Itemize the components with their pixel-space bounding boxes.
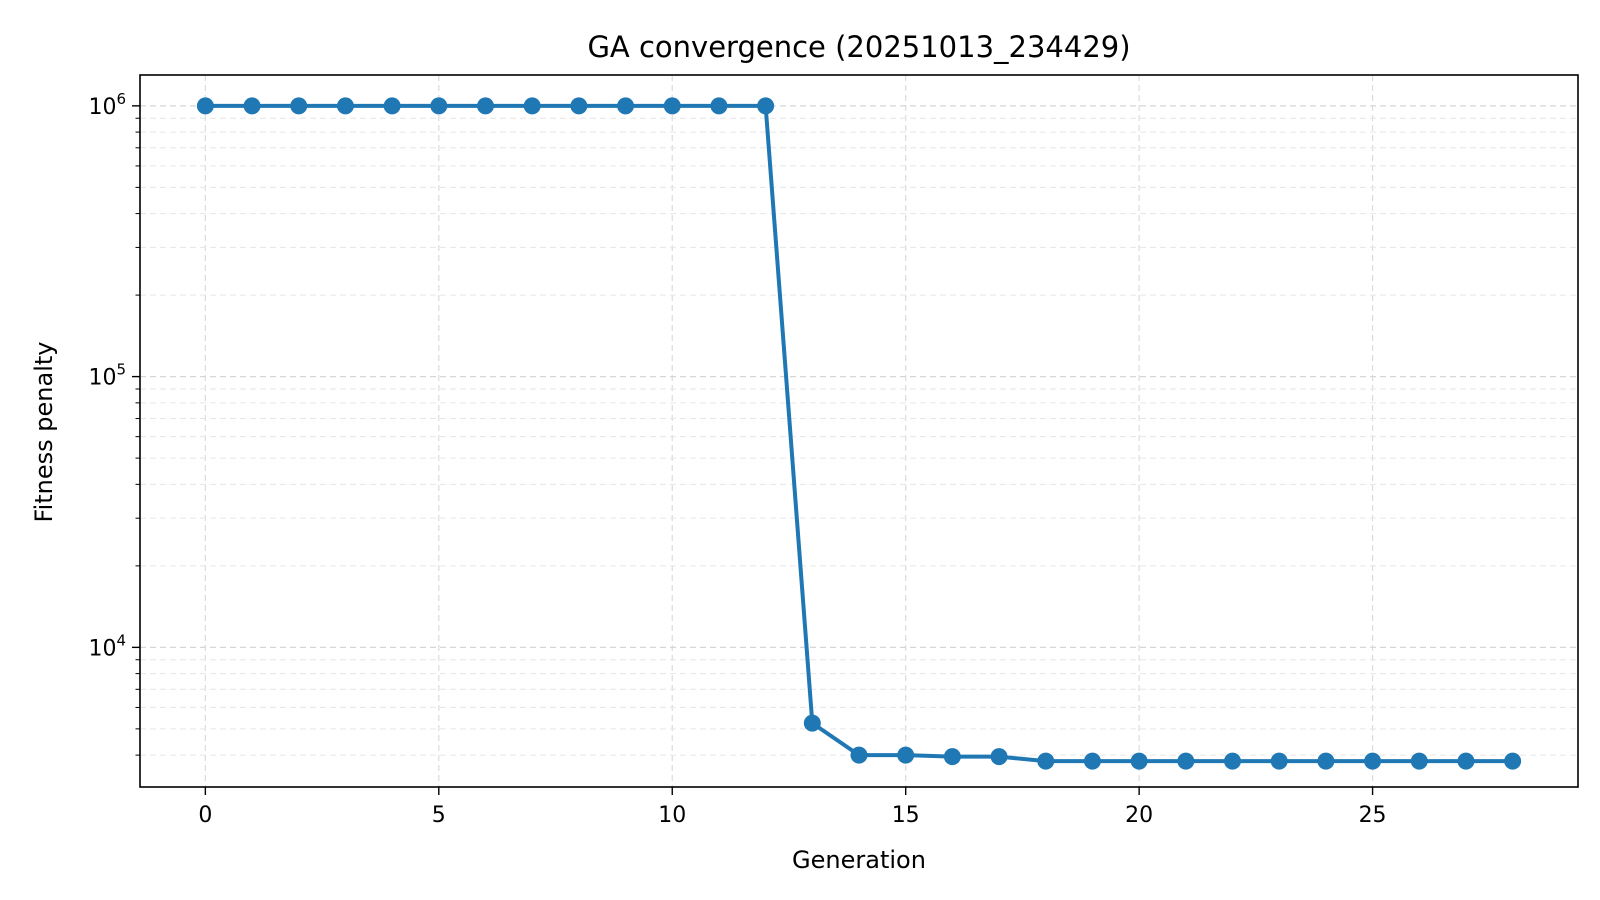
data-point <box>290 97 308 115</box>
data-point <box>430 97 448 115</box>
y-tick-base: 10 <box>88 366 116 391</box>
x-tick-label: 20 <box>1125 803 1153 828</box>
y-axis-label: Fitness penalty <box>30 342 58 523</box>
data-point <box>617 97 635 115</box>
data-point <box>196 97 214 115</box>
data-point <box>1410 752 1428 770</box>
x-axis-label: Generation <box>792 846 926 874</box>
data-point <box>1457 752 1475 770</box>
data-point <box>383 97 401 115</box>
data-point <box>336 97 354 115</box>
y-tick-label: 105 <box>88 361 126 391</box>
x-tick-label: 0 <box>198 803 212 828</box>
plot-frame <box>139 74 1579 788</box>
data-point <box>570 97 588 115</box>
data-point <box>1177 752 1195 770</box>
data-point <box>1364 752 1382 770</box>
data-point <box>1130 752 1148 770</box>
y-tick-base: 10 <box>88 636 116 661</box>
data-point <box>243 97 261 115</box>
data-point <box>476 97 494 115</box>
x-tick-label: 25 <box>1359 803 1387 828</box>
data-point <box>850 746 868 764</box>
y-tick-exponent: 5 <box>116 361 126 379</box>
data-point <box>1224 752 1242 770</box>
y-tick-exponent: 6 <box>116 90 126 108</box>
data-point <box>757 97 775 115</box>
data-point <box>710 97 728 115</box>
series-layer <box>196 97 1522 770</box>
grid-layer <box>140 75 1578 787</box>
data-point <box>1083 752 1101 770</box>
chart-title: GA convergence (20251013_234429) <box>587 30 1130 64</box>
data-point <box>1037 752 1055 770</box>
data-point <box>1270 752 1288 770</box>
y-tick-label: 106 <box>88 90 126 120</box>
data-point <box>897 746 915 764</box>
data-point <box>943 748 961 766</box>
data-point <box>1504 752 1522 770</box>
x-tick-label: 15 <box>892 803 920 828</box>
data-point <box>803 714 821 732</box>
x-tick-label: 10 <box>658 803 686 828</box>
data-point <box>990 748 1008 766</box>
y-tick-exponent: 4 <box>116 631 126 649</box>
series-line <box>203 103 1515 764</box>
data-point <box>1317 752 1335 770</box>
x-tick-label: 5 <box>432 803 446 828</box>
data-point <box>663 97 681 115</box>
y-tick-label: 104 <box>88 631 126 661</box>
data-point <box>523 97 541 115</box>
y-tick-base: 10 <box>88 95 116 120</box>
